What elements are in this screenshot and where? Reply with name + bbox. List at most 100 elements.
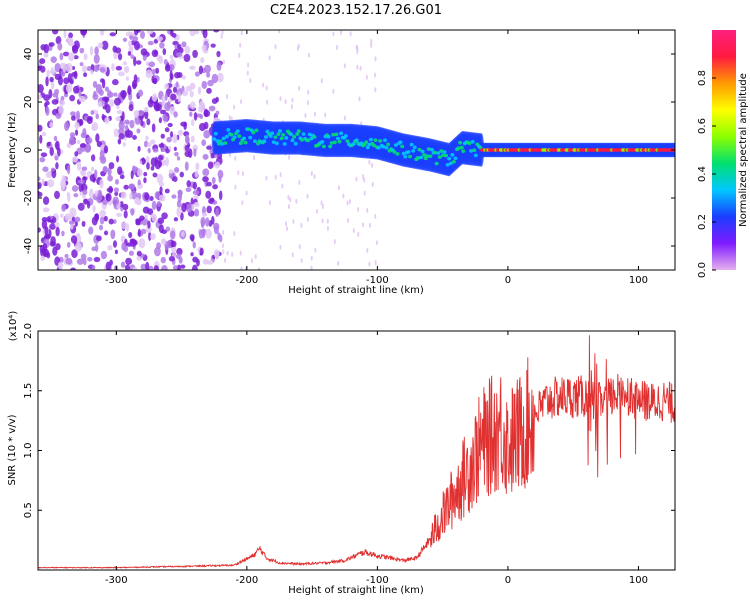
noise-speckle [113, 92, 118, 97]
noise-speckle [69, 78, 74, 85]
y-tick-label: -20 [23, 190, 34, 206]
noise-speckle [133, 74, 138, 83]
ridge-core [215, 139, 220, 143]
noise-speckle [39, 58, 46, 65]
ridge-core [307, 132, 312, 137]
ridge-core [252, 139, 257, 143]
faint-streak [314, 247, 317, 253]
noise-speckle [72, 85, 80, 94]
noise-speckle [128, 183, 136, 190]
faint-streak [240, 30, 243, 36]
y-tick-label: 1.5 [23, 383, 34, 399]
faint-streak [368, 261, 371, 267]
noise-speckle [143, 177, 147, 184]
noise-speckle [199, 114, 204, 120]
faint-streak [356, 45, 359, 51]
noise-speckle [137, 228, 141, 237]
noise-speckle [112, 240, 118, 248]
noise-speckle [64, 121, 70, 132]
noise-speckle [144, 106, 149, 113]
ridge-core [213, 131, 218, 136]
ridge-core [343, 134, 348, 138]
faint-streak [321, 204, 324, 210]
noise-speckle [133, 110, 140, 118]
faint-streak [349, 199, 352, 205]
faint-streak [352, 228, 355, 234]
ridge-core [262, 139, 267, 143]
noise-speckle [72, 44, 79, 54]
ridge-core [299, 138, 304, 142]
noise-speckle [86, 117, 93, 125]
noise-speckle [207, 161, 214, 170]
ridge-core [422, 152, 427, 157]
noise-speckle [50, 56, 57, 63]
noise-speckle [114, 249, 118, 255]
noise-speckle [189, 90, 194, 98]
noise-speckle [152, 172, 158, 178]
noise-speckle [103, 215, 108, 222]
noise-speckle [181, 41, 187, 48]
faint-streak [253, 155, 256, 161]
ridge-core [273, 135, 278, 139]
noise-speckle [122, 37, 128, 42]
spectrogram-y-ticks: -40 -20 0 20 40 [23, 48, 675, 254]
ridge-core [447, 156, 452, 161]
noise-speckle [167, 122, 173, 128]
noise-speckle [53, 135, 58, 142]
noise-speckle [179, 264, 186, 269]
ridge-core [411, 149, 416, 153]
noise-speckle [91, 246, 97, 252]
noise-speckle [132, 36, 139, 42]
ridge-core [271, 140, 276, 144]
ridge-core [364, 140, 369, 144]
noise-speckle [206, 87, 212, 94]
noise-speckle [166, 240, 173, 249]
noise-speckle [115, 65, 123, 71]
faint-streak [365, 74, 368, 80]
noise-speckle [137, 89, 144, 97]
noise-speckle [192, 190, 200, 195]
noise-speckle [133, 40, 140, 51]
faint-streak [326, 218, 329, 224]
noise-speckle [130, 170, 134, 180]
faint-streak [335, 44, 338, 50]
noise-speckle [95, 83, 103, 94]
faint-streak [226, 93, 229, 99]
noise-speckle [97, 42, 104, 49]
noise-speckle [165, 226, 171, 232]
noise-speckle [218, 190, 223, 201]
noise-speckle [218, 175, 222, 183]
colorbar-tick-label: 0.4 [697, 166, 708, 182]
colorbar-gradient [712, 30, 736, 270]
noise-speckle [189, 82, 196, 90]
noise-speckle [65, 83, 73, 93]
noise-speckle [101, 40, 109, 51]
faint-streak [250, 258, 253, 264]
ridge-core [337, 139, 342, 144]
faint-streak [298, 179, 301, 185]
noise-speckle [155, 67, 160, 74]
ridge-core [351, 142, 356, 146]
noise-speckle [54, 73, 62, 80]
noise-speckle [198, 229, 204, 239]
noise-speckle [147, 265, 154, 270]
ridge-core [229, 132, 234, 137]
noise-speckle [77, 202, 85, 211]
noise-speckle [88, 188, 94, 199]
noise-speckle [116, 105, 120, 110]
noise-speckle [43, 52, 49, 58]
noise-speckle [84, 144, 92, 153]
noise-speckle [217, 72, 224, 83]
ridge-core [436, 151, 441, 155]
noise-speckle [46, 69, 50, 79]
faint-streak [358, 96, 361, 102]
noise-speckle [175, 253, 182, 260]
faint-streak [224, 257, 227, 263]
noise-speckle [162, 48, 167, 56]
noise-speckle [42, 243, 48, 252]
noise-speckle [161, 161, 165, 167]
noise-speckle [108, 99, 115, 107]
faint-streak [374, 56, 377, 62]
faint-streak [307, 100, 310, 106]
noise-speckle [159, 186, 163, 194]
